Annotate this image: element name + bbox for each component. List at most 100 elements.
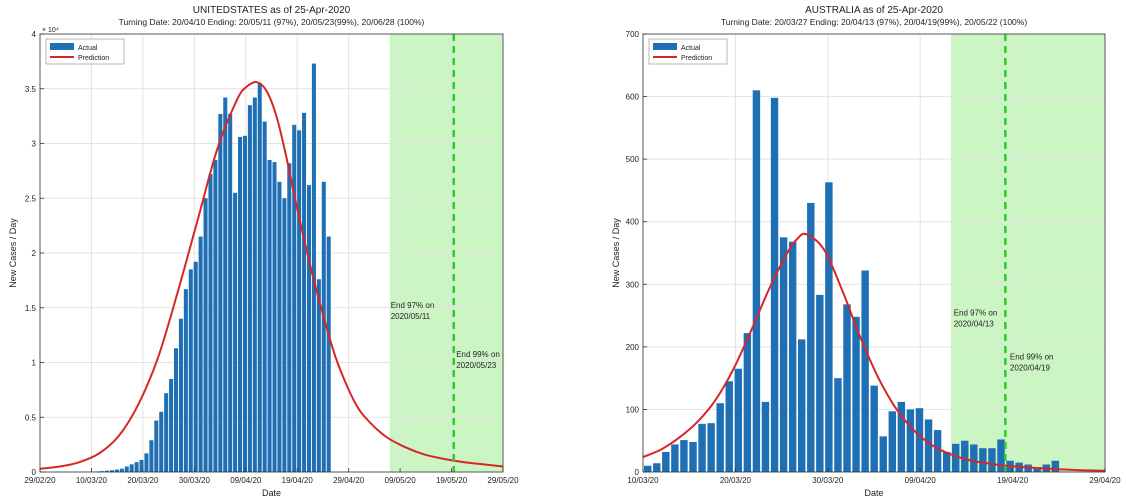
x-tick-label: 19/04/20 [282,476,314,485]
bar-actual [243,136,247,472]
bar-actual [707,423,714,472]
bar-actual [907,409,914,472]
bar-actual [753,90,760,472]
bar-actual [698,424,705,472]
x-tick-label: 20/03/20 [720,476,752,485]
bar-actual [312,64,316,472]
bar-actual [943,452,950,472]
y-tick-label: 3.5 [25,85,37,94]
bar-actual [204,198,208,472]
x-axis-label: Date [864,488,883,498]
bar-actual [322,182,326,472]
bar-actual [644,466,651,472]
bar-actual [174,348,178,472]
y-tick-label: 1 [32,359,37,368]
bar-actual [880,436,887,472]
legend-swatch-actual [653,43,677,50]
bar-actual [979,448,986,472]
bar-actual [807,203,814,472]
bar-actual [680,440,687,472]
bar-actual [248,105,252,472]
bar-actual [671,444,678,472]
annotation-line2: 2020/05/23 [456,361,497,370]
chart-title: UNITEDSTATES as of 25-Apr-2020 [193,5,351,16]
bar-actual [233,193,237,472]
annotation-line2: 2020/04/19 [1010,363,1051,372]
bar-actual [988,448,995,472]
y-axis-label: New Cases / Day [8,218,18,288]
bar-actual [689,442,696,472]
bar-actual [716,403,723,472]
bar-actual [825,182,832,472]
bar-actual [218,114,222,472]
bar-actual [208,174,212,472]
x-tick-label: 10/03/20 [76,476,108,485]
y-tick-label: 2.5 [25,194,37,203]
bar-actual [327,237,331,472]
x-tick-label: 10/03/20 [627,476,659,485]
bar-actual [184,289,188,472]
bar-actual [159,412,163,472]
x-tick-label: 30/03/20 [812,476,844,485]
bar-actual [762,402,769,472]
x-tick-label: 19/05/20 [436,476,468,485]
bar-actual [268,160,272,472]
bar-actual [297,130,301,472]
bar-actual [744,333,751,472]
bar-actual [164,393,168,472]
bar-actual [961,441,968,472]
bar-actual [125,467,129,472]
bar-actual [179,319,183,472]
bar-actual [843,304,850,472]
annotation-line1: End 99% on [456,350,500,359]
y-tick-label: 200 [626,343,640,352]
chart-subtitle: Turning Date: 20/03/27 Ending: 20/04/13 … [721,17,1028,27]
x-axis-label: Date [262,488,281,498]
legend-swatch-actual [50,43,74,50]
bar-actual [263,122,267,472]
bar-actual [199,237,203,472]
bar-actual [735,369,742,472]
end-region-shade [951,34,1105,472]
annotation-line1: End 97% on [391,301,435,310]
bar-actual [213,160,217,472]
bar-actual [798,339,805,472]
bar-actual [253,98,257,472]
legend-label-actual: Actual [78,45,98,52]
x-tick-label: 09/04/20 [905,476,937,485]
bar-actual [154,421,158,472]
y-axis-label: New Cases / Day [611,218,621,288]
legend-label-prediction: Prediction [78,55,109,62]
bar-actual [307,185,311,472]
x-tick-label: 09/04/20 [230,476,262,485]
bar-actual [277,182,281,472]
bar-actual [282,198,286,472]
bar-actual [194,262,198,472]
y-tick-label: 700 [626,30,640,39]
x-tick-label: 29/04/20 [333,476,365,485]
bar-actual [302,113,306,472]
y-tick-label: 100 [626,405,640,414]
bar-actual [934,430,941,472]
chart-title: AUSTRALIA as of 25-Apr-2020 [805,5,943,16]
y-tick-label: 0.5 [25,413,37,422]
bar-actual [149,440,153,472]
bar-actual [816,295,823,472]
y-tick-label: 500 [626,155,640,164]
x-tick-label: 29/04/20 [1089,476,1121,485]
bar-actual [852,317,859,472]
x-tick-label: 29/05/20 [487,476,519,485]
bar-actual [292,125,296,472]
bar-actual [1052,461,1059,472]
y-tick-label: 2 [32,249,37,258]
bar-actual [238,137,242,472]
bar-actual [287,163,291,472]
bar-actual [861,271,868,472]
bar-actual [169,379,173,472]
bar-actual [789,242,796,472]
bar-actual [970,444,977,472]
